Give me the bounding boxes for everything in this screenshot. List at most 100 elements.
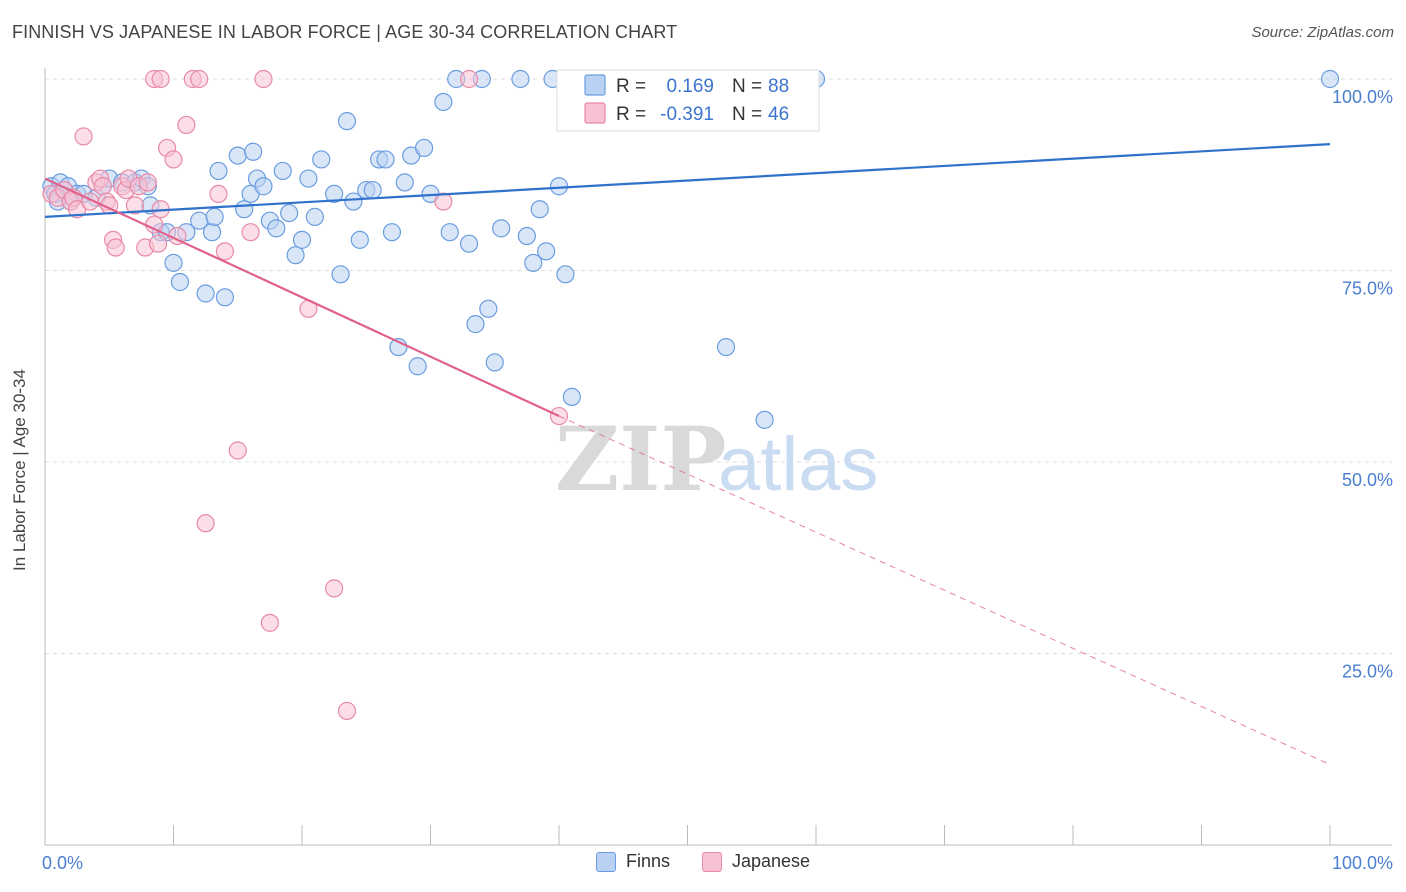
japanese-trend-extension bbox=[558, 415, 1331, 766]
watermark-atlas: atlas bbox=[718, 422, 879, 507]
finns-point bbox=[562, 387, 581, 406]
finns-point bbox=[363, 180, 382, 200]
finns-point bbox=[440, 223, 459, 242]
japanese-point bbox=[177, 115, 196, 135]
finns-point bbox=[530, 200, 549, 219]
finns-point bbox=[196, 284, 215, 303]
japanese-point bbox=[148, 234, 168, 253]
japanese-point bbox=[138, 173, 157, 192]
finns-point bbox=[235, 200, 254, 219]
legend-label-japanese: Japanese bbox=[731, 851, 811, 871]
n-value: 46 bbox=[768, 104, 789, 125]
finns-point bbox=[517, 226, 536, 246]
japanese-trend-line bbox=[44, 177, 560, 418]
finns-point bbox=[556, 265, 575, 284]
y-tick-label: 75.0% bbox=[1342, 279, 1393, 299]
grid-lines bbox=[45, 78, 1392, 654]
finns-point bbox=[479, 299, 498, 318]
finns-point bbox=[254, 177, 273, 196]
finns-point bbox=[549, 177, 569, 196]
japanese-point bbox=[215, 242, 234, 261]
japanese-point bbox=[93, 177, 112, 196]
finns-point bbox=[408, 357, 427, 376]
legend-item-japanese[interactable]: Japanese bbox=[701, 851, 811, 872]
finns-trend-line bbox=[44, 143, 1331, 218]
finns-point bbox=[267, 219, 286, 238]
japanese-point bbox=[190, 69, 209, 89]
legend-label-finns: Finns bbox=[625, 851, 670, 871]
finns-point bbox=[280, 203, 299, 223]
finns-point bbox=[202, 223, 222, 242]
y-tick-label: 25.0% bbox=[1342, 662, 1393, 682]
finns-point bbox=[511, 69, 530, 89]
finns-point bbox=[205, 207, 224, 226]
r-label: R = bbox=[616, 76, 646, 97]
watermark-zip: ZIP bbox=[555, 407, 727, 511]
n-label: N = bbox=[732, 104, 762, 125]
finns-point bbox=[170, 272, 190, 292]
finns-point bbox=[537, 242, 556, 261]
series-legend: Finns Japanese bbox=[0, 851, 1406, 872]
japanese-point bbox=[209, 184, 228, 203]
finns-point bbox=[228, 146, 247, 165]
source-label: Source: ZipAtlas.com bbox=[1251, 24, 1394, 41]
tick-labels: 100.0% 75.0% 50.0% 25.0% 0.0% 100.0% bbox=[42, 87, 1393, 873]
japanese-point bbox=[196, 514, 215, 533]
finns-point bbox=[434, 92, 453, 112]
finns-point bbox=[395, 173, 414, 192]
finns-point bbox=[414, 138, 434, 158]
finns-point bbox=[466, 315, 485, 334]
r-label: R = bbox=[616, 104, 646, 125]
n-label: N = bbox=[732, 76, 762, 97]
finns-stats-swatch bbox=[584, 74, 606, 96]
japanese-point bbox=[260, 613, 279, 632]
stats-legend-box: R = 0.169 N = 88 R = -0.391 N = 46 bbox=[556, 69, 820, 132]
legend-item-finns[interactable]: Finns bbox=[595, 851, 670, 872]
finns-point bbox=[273, 161, 292, 181]
n-value: 88 bbox=[768, 76, 789, 97]
japanese-point bbox=[228, 441, 247, 460]
japanese-swatch bbox=[701, 851, 722, 872]
finns-point bbox=[325, 184, 344, 203]
japanese-point bbox=[106, 238, 125, 257]
japanese-point bbox=[125, 196, 145, 215]
japanese-point bbox=[325, 579, 344, 598]
japanese-stats-swatch bbox=[584, 102, 606, 124]
r-value: 0.169 bbox=[666, 76, 714, 97]
finns-point bbox=[350, 230, 369, 249]
japanese-point bbox=[74, 127, 93, 146]
finns-point bbox=[312, 150, 331, 169]
finns-point bbox=[755, 410, 774, 429]
finns-swatch bbox=[595, 851, 616, 872]
finns-point bbox=[485, 353, 504, 372]
finns-point bbox=[337, 112, 357, 131]
x-tick-label-right: 100.0% bbox=[1332, 853, 1393, 873]
finns-point bbox=[716, 338, 736, 357]
trend-lines bbox=[44, 143, 1331, 766]
r-value: -0.391 bbox=[660, 104, 714, 125]
finns-point bbox=[305, 207, 324, 226]
data-points bbox=[42, 69, 1340, 721]
y-tick-label: 50.0% bbox=[1342, 470, 1393, 490]
chart-title: FINNISH VS JAPANESE IN LABOR FORCE | AGE… bbox=[12, 22, 678, 42]
japanese-point bbox=[164, 150, 183, 169]
finns-point bbox=[215, 288, 234, 307]
finns-point bbox=[459, 234, 479, 253]
finns-point bbox=[286, 246, 305, 265]
japanese-point bbox=[434, 192, 453, 211]
finns-point bbox=[1320, 69, 1340, 89]
japanese-point bbox=[151, 69, 170, 89]
finns-point bbox=[244, 142, 263, 161]
finns-point bbox=[344, 192, 363, 211]
japanese-point bbox=[459, 69, 479, 89]
finns-point bbox=[164, 253, 183, 272]
finns-point bbox=[292, 230, 312, 249]
finns-point bbox=[492, 219, 511, 238]
japanese-point bbox=[241, 223, 260, 242]
finns-point bbox=[382, 223, 402, 242]
finns-point bbox=[524, 253, 543, 272]
japanese-point bbox=[254, 69, 273, 89]
y-tick-label: 100.0% bbox=[1332, 87, 1393, 107]
japanese-point bbox=[145, 215, 164, 234]
finns-point bbox=[299, 169, 318, 188]
